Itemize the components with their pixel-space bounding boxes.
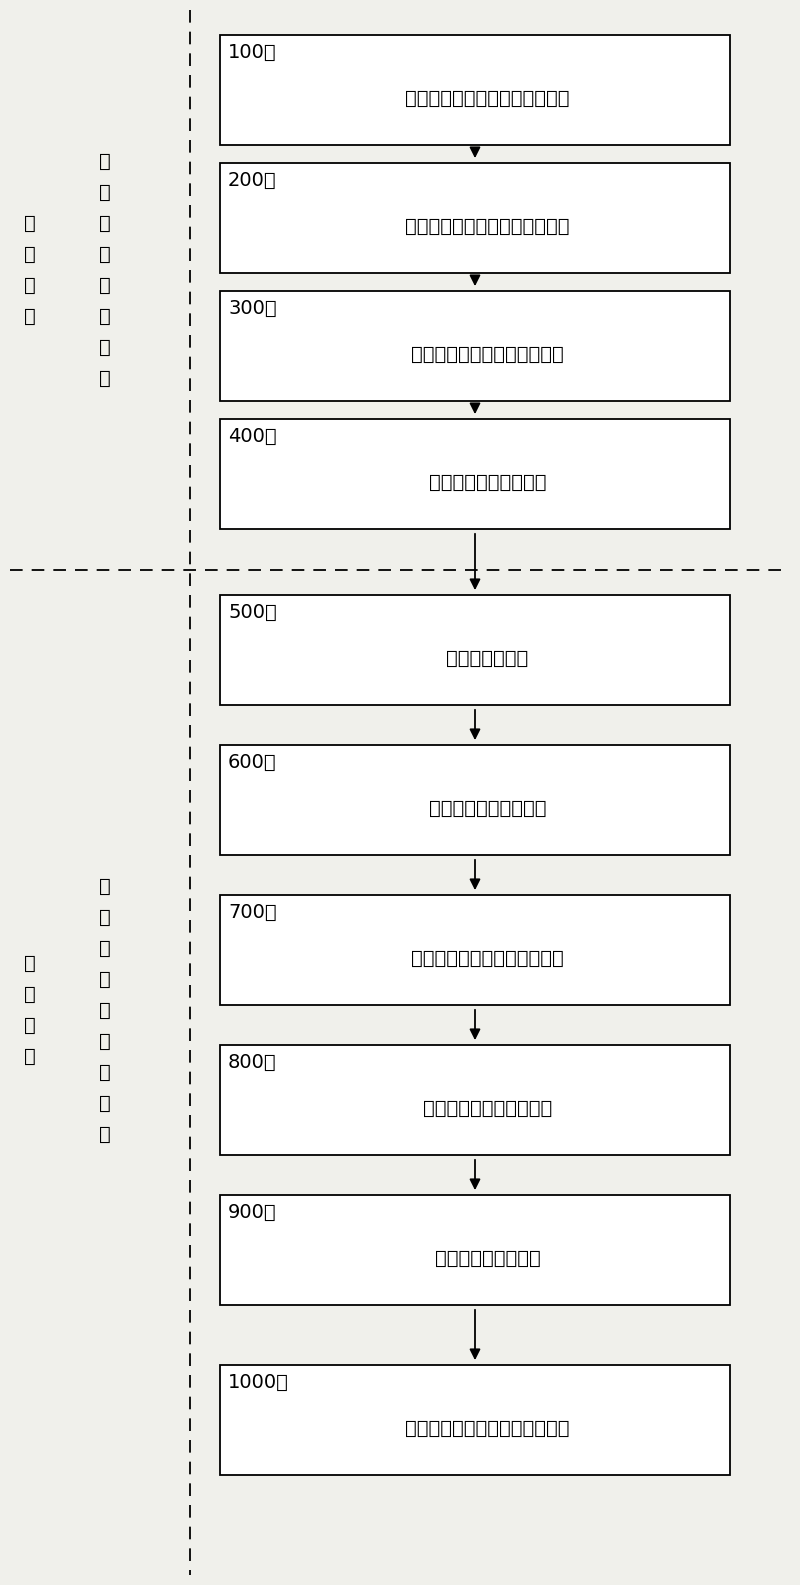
Bar — [220, 292, 730, 401]
Bar — [220, 745, 730, 854]
Text: 800：: 800： — [228, 1052, 277, 1071]
Text: 根据内部编码自动生成样式图片: 根据内部编码自动生成样式图片 — [380, 217, 570, 236]
Text: 600：: 600： — [228, 753, 277, 772]
Text: 400：: 400： — [228, 426, 277, 445]
Text: 生成支吊架的初步模型: 生成支吊架的初步模型 — [404, 799, 546, 818]
Bar — [220, 1195, 730, 1304]
Text: 第
二
阶
段: 第 二 阶 段 — [24, 954, 36, 1067]
Bar — [220, 1365, 730, 1476]
Text: 作为模板存入三维定制信息库中: 作为模板存入三维定制信息库中 — [380, 1419, 570, 1438]
Text: 200：: 200： — [228, 171, 277, 190]
Text: 100：: 100： — [228, 43, 277, 62]
Text: 设置初步模型的设计参数: 设置初步模型的设计参数 — [398, 1098, 552, 1117]
Text: 定义支吊架的生根点、连接点: 定义支吊架的生根点、连接点 — [386, 948, 564, 967]
Bar — [220, 594, 730, 705]
Bar — [220, 1045, 730, 1155]
Bar — [220, 418, 730, 529]
Text: 300：: 300： — [228, 300, 277, 319]
Text: 第
一
阶
段: 第 一 阶 段 — [24, 214, 36, 327]
Text: 输入类型代码、描述、内部编码: 输入类型代码、描述、内部编码 — [380, 89, 570, 108]
Text: 700：: 700： — [228, 903, 277, 922]
Text: 生成支吊架三维模型: 生成支吊架三维模型 — [410, 1249, 540, 1268]
Text: 500：: 500： — [228, 602, 277, 621]
Text: 支
吊
架
三
维
模
型
定
制: 支 吊 架 三 维 模 型 定 制 — [99, 877, 111, 1143]
Text: 900：: 900： — [228, 1203, 277, 1222]
Bar — [220, 896, 730, 1005]
Text: 选择支吊架类型: 选择支吊架类型 — [422, 648, 529, 667]
Text: 1000：: 1000： — [228, 1373, 289, 1392]
Text: 检查支吊架样式是否符合预期: 检查支吊架样式是否符合预期 — [386, 344, 564, 363]
Bar — [220, 163, 730, 273]
Bar — [220, 35, 730, 144]
Text: 建
立
支
吊
架
组
成
表: 建 立 支 吊 架 组 成 表 — [99, 152, 111, 388]
Text: 存储定制完成的支吊架: 存储定制完成的支吊架 — [404, 472, 546, 491]
